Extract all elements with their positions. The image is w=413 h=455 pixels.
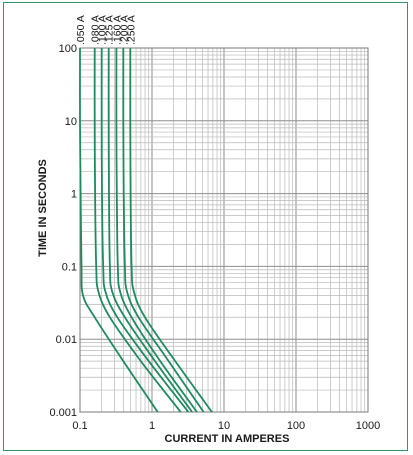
x-tick-labels: 0.1 1 10 100 1000 bbox=[72, 420, 380, 432]
y-tick-label: 0.01 bbox=[56, 334, 77, 346]
series-labels: .050 A .080 A.100 A.125 A.160 A.200 A.250… bbox=[75, 15, 137, 45]
y-axis-title: TIME IN SECONDS bbox=[37, 159, 49, 257]
series-curve bbox=[79, 47, 159, 413]
x-tick-label: 1000 bbox=[356, 420, 380, 432]
series-label: .160 A bbox=[111, 15, 123, 45]
series-curve bbox=[107, 47, 193, 413]
x-tick-label: 1 bbox=[149, 420, 155, 432]
y-tick-label: 0.1 bbox=[62, 261, 77, 273]
x-tick-label: 100 bbox=[287, 420, 305, 432]
series-curve bbox=[100, 47, 190, 413]
series-label: .250 A bbox=[125, 15, 137, 45]
series-curve bbox=[129, 47, 213, 413]
series-curves bbox=[79, 47, 213, 413]
series-label: .100 A bbox=[97, 15, 109, 45]
series-label: .050 A bbox=[75, 15, 87, 45]
series-label: .080 A bbox=[90, 15, 102, 45]
y-tick-labels: 0.001 0.01 0.1 1 10 100 bbox=[49, 43, 77, 419]
y-tick-label: 10 bbox=[65, 116, 77, 128]
series-curve bbox=[93, 47, 182, 413]
series-curve bbox=[122, 48, 205, 413]
x-axis-title: CURRENT IN AMPERES bbox=[165, 433, 290, 445]
series-label: .125 A bbox=[104, 15, 116, 45]
x-tick-label: 0.1 bbox=[72, 420, 87, 432]
plot-border bbox=[79, 47, 369, 413]
x-tick-label: 10 bbox=[218, 420, 230, 432]
series-curve bbox=[115, 47, 198, 413]
y-tick-label: 1 bbox=[71, 189, 77, 201]
y-tick-label: 100 bbox=[59, 43, 77, 55]
y-tick-label: 0.001 bbox=[49, 407, 77, 419]
series-label: .200 A bbox=[118, 15, 130, 45]
